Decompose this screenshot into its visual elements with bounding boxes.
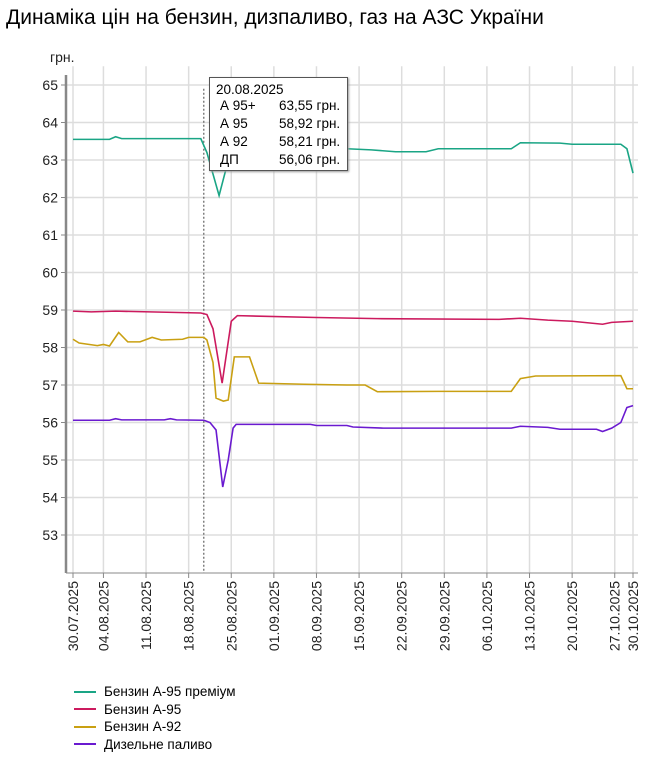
x-tick-label: 22.09.2025 [394,581,410,651]
y-tick-label: 60 [42,265,58,281]
x-tick-label: 15.09.2025 [351,581,367,651]
y-tick-label: 63 [42,152,58,168]
legend-label: Бензин А-92 [104,719,182,735]
legend-swatch [74,690,96,693]
y-tick-label: 56 [42,415,58,431]
tooltip: 20.08.2025 А 95+ 63,55 грн. А 95 58,92 грн… [209,77,348,171]
legend-label: Дизельне паливо [104,736,213,752]
y-tick-label: 61 [42,227,58,243]
x-tick-label: 20.10.2025 [564,581,580,651]
tooltip-row: А 95+ 63,55 грн. [216,97,347,115]
tooltip-value: 58,92 грн. [279,116,341,131]
legend: Бензин А-95 преміум Бензин А-95 Бензин А… [74,683,236,753]
legend-label: Бензин А-95 [104,701,182,717]
x-tick-label: 25.08.2025 [223,581,239,651]
series-line-1 [73,135,634,199]
x-tick-label: 29.09.2025 [436,581,452,651]
y-tick-label: 58 [42,340,58,356]
tooltip-label: А 95+ [220,98,256,113]
chart-title: Динаміка цін на бензин, дизпаливо, газ н… [6,6,544,29]
y-tick-label: 62 [42,190,58,206]
y-tick-label: 65 [42,77,58,93]
tooltip-label: А 95 [220,116,248,131]
y-tick-label: 57 [42,377,58,393]
tooltip-value: 58,21 грн. [279,134,341,149]
y-tick-label: 55 [42,452,58,468]
legend-swatch [74,743,96,746]
x-tick-label: 08.09.2025 [308,581,324,651]
x-tick-label: 30.07.2025 [65,581,81,651]
legend-swatch [74,708,96,711]
x-tick-label: 18.08.2025 [181,581,197,651]
x-tick-label: 27.10.2025 [607,581,623,651]
legend-item[interactable]: Бензин А-95 преміум [74,683,236,701]
tooltip-date: 20.08.2025 [216,82,284,97]
tooltip-row: А 95 58,92 грн. [216,115,347,133]
series-line-3 [72,331,633,402]
x-tick-label: 11.08.2025 [138,581,154,650]
tooltip-label: А 92 [220,134,248,149]
y-tick-label: 59 [42,302,58,318]
series-line-2 [72,310,634,384]
tooltip-value: 63,55 грн. [279,98,341,113]
legend-item[interactable]: Бензин А-95 [74,701,236,719]
x-tick-label: 06.10.2025 [479,581,495,651]
tooltip-row: ДП 56,06 грн. [216,151,347,169]
x-tick-label: 13.10.2025 [522,581,538,651]
legend-swatch [74,725,96,728]
y-tick-label: 53 [42,527,58,543]
legend-item[interactable]: Дизельне паливо [74,736,236,754]
series-line-4 [73,404,634,488]
legend-label: Бензин А-95 преміум [104,684,236,700]
x-tick-label: 01.09.2025 [266,581,282,651]
x-tick-label: 04.08.2025 [95,581,111,651]
y-axis-label: грн. [50,49,75,65]
tooltip-row: А 92 58,21 грн. [216,133,347,151]
legend-item[interactable]: Бензин А-92 [74,718,236,736]
y-tick-label: 64 [42,115,58,131]
y-tick-label: 54 [42,490,58,506]
tooltip-value: 56,06 грн. [279,152,341,167]
tooltip-label: ДП [220,152,239,167]
x-tick-label: 30.10.2025 [625,581,641,651]
